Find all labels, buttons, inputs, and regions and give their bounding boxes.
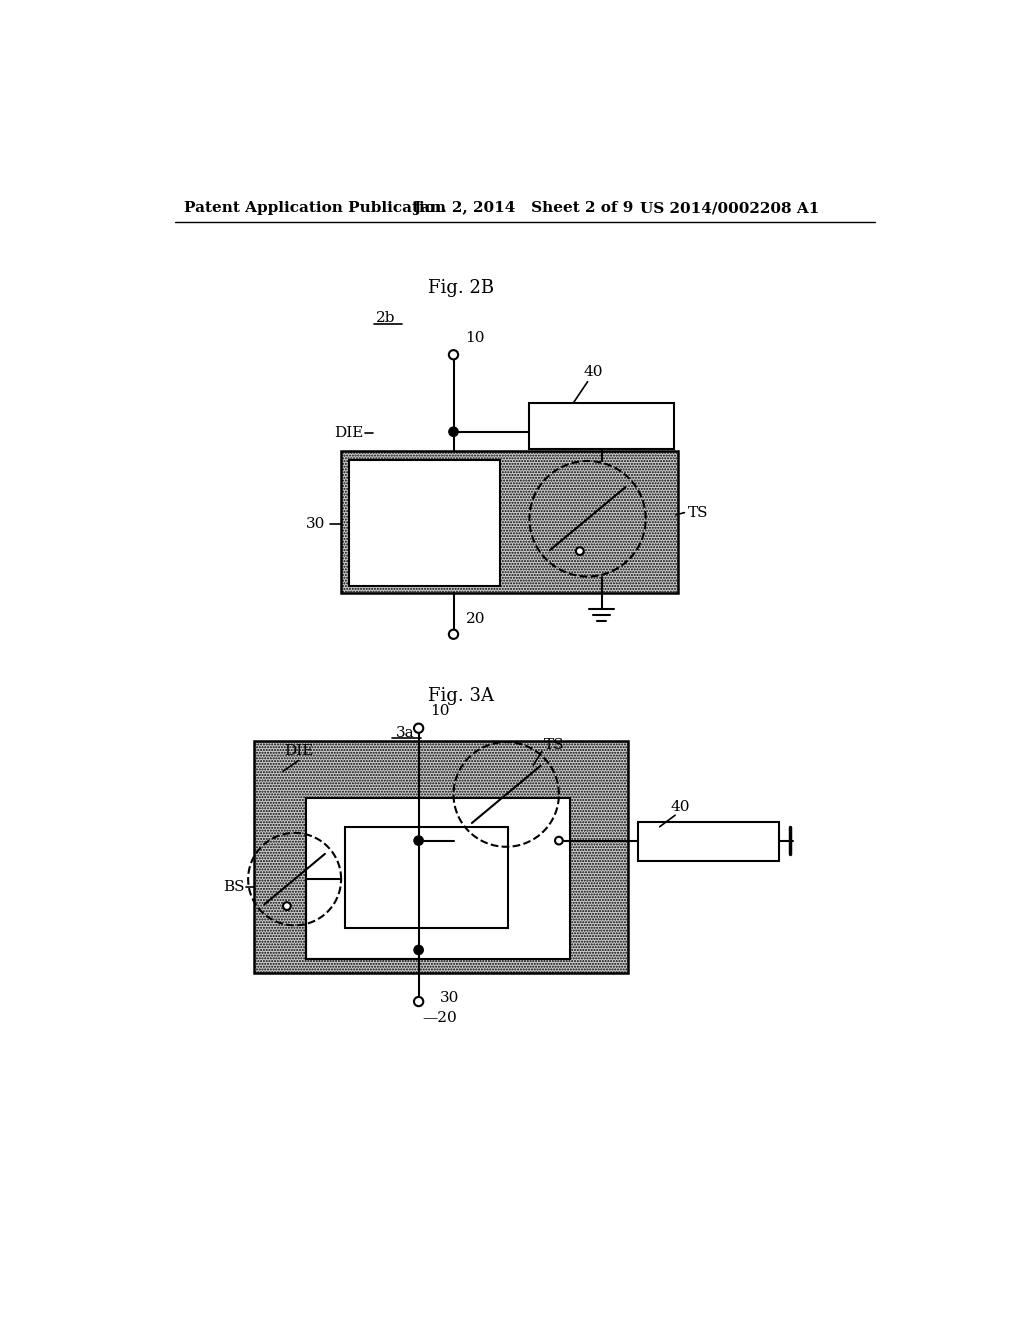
Text: 3a: 3a xyxy=(396,726,415,739)
Bar xyxy=(341,451,678,594)
Text: US 2014/0002208 A1: US 2014/0002208 A1 xyxy=(640,202,819,215)
Text: 40: 40 xyxy=(671,800,690,813)
Bar xyxy=(345,826,508,928)
Text: 10: 10 xyxy=(430,705,451,718)
Text: 40: 40 xyxy=(584,366,603,379)
Circle shape xyxy=(414,997,423,1006)
Bar xyxy=(528,404,675,449)
Text: DIE: DIE xyxy=(334,425,364,440)
Text: 20: 20 xyxy=(466,612,485,626)
Text: CAPACITOR UNIT: CAPACITOR UNIT xyxy=(359,524,489,537)
Text: 30: 30 xyxy=(440,991,460,1005)
Text: DIE: DIE xyxy=(284,744,313,758)
Bar xyxy=(349,461,500,586)
Text: Jan. 2, 2014   Sheet 2 of 9: Jan. 2, 2014 Sheet 2 of 9 xyxy=(414,202,634,215)
Circle shape xyxy=(414,836,423,845)
Text: CAPACITOR UNIT: CAPACITOR UNIT xyxy=(360,878,492,892)
Text: —20: —20 xyxy=(423,1011,458,1026)
Bar xyxy=(254,741,628,973)
Text: IMPEDANCE TUNER: IMPEDANCE TUNER xyxy=(637,834,780,847)
Circle shape xyxy=(449,630,458,639)
Text: Patent Application Publication: Patent Application Publication xyxy=(183,202,445,215)
Text: IMPEDANCE TUNER: IMPEDANCE TUNER xyxy=(529,420,673,433)
Text: VARIABLE: VARIABLE xyxy=(386,510,463,524)
Text: 30: 30 xyxy=(306,517,326,531)
Circle shape xyxy=(575,548,584,554)
Text: 10: 10 xyxy=(466,331,485,345)
Circle shape xyxy=(414,945,423,954)
Circle shape xyxy=(555,837,563,845)
Text: TS: TS xyxy=(544,738,564,752)
Text: TS: TS xyxy=(687,506,708,520)
Text: 2b: 2b xyxy=(377,310,396,325)
Circle shape xyxy=(449,350,458,359)
Bar xyxy=(306,797,569,960)
Text: VARIABLE: VARIABLE xyxy=(388,865,465,878)
Circle shape xyxy=(283,903,291,909)
Circle shape xyxy=(449,428,458,437)
Text: Fig. 3A: Fig. 3A xyxy=(428,686,495,705)
Text: Fig. 2B: Fig. 2B xyxy=(428,279,495,297)
Circle shape xyxy=(414,723,423,733)
Text: BS: BS xyxy=(223,880,245,894)
Bar xyxy=(638,822,779,861)
